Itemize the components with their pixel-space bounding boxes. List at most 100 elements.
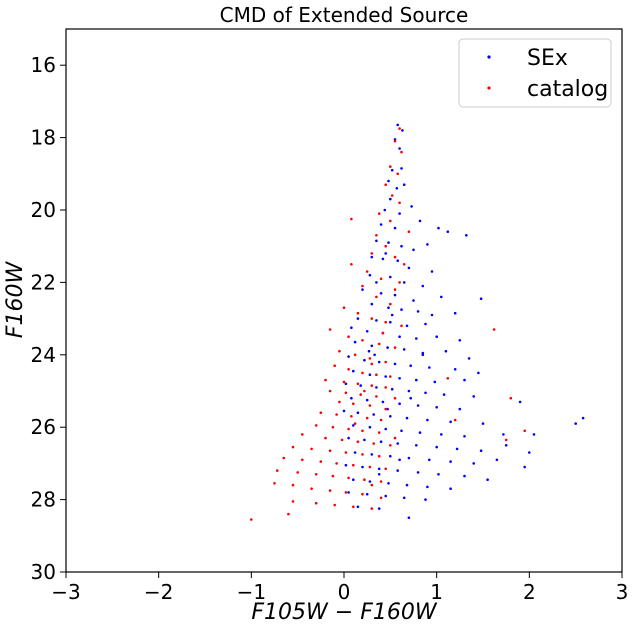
point-sex-137: [416, 471, 420, 474]
point-sex-106: [418, 431, 422, 434]
point-catalog-117: [353, 422, 357, 425]
point-catalog-115: [370, 362, 374, 366]
point-sex-39: [370, 302, 374, 306]
point-sex-55: [435, 335, 439, 339]
point-sex-138: [437, 473, 440, 476]
point-sex-102: [352, 424, 355, 427]
point-catalog-5: [384, 183, 388, 186]
points-layer: [250, 123, 585, 521]
point-sex-14: [393, 226, 397, 230]
point-sex-164: [421, 353, 425, 357]
point-sex-143: [387, 482, 390, 485]
point-catalog-113: [393, 288, 397, 291]
point-catalog-65: [314, 424, 318, 427]
point-catalog-17: [365, 270, 369, 273]
point-sex-80: [359, 384, 363, 387]
point-sex-122: [504, 444, 508, 447]
y-tick-label: 26: [31, 415, 56, 439]
point-sex-17: [446, 230, 450, 233]
point-catalog-114: [381, 331, 385, 335]
point-sex-160: [398, 458, 401, 462]
point-sex-116: [379, 440, 383, 444]
point-sex-157: [390, 313, 394, 317]
point-sex-101: [481, 422, 485, 425]
y-tick-label: 16: [31, 53, 56, 77]
point-catalog-4: [396, 172, 400, 176]
point-sex-69: [428, 366, 431, 369]
point-catalog-106: [314, 501, 318, 505]
point-catalog-72: [301, 433, 304, 436]
point-sex-53: [398, 335, 401, 339]
point-sex-103: [368, 425, 372, 429]
point-catalog-97: [379, 480, 383, 483]
point-sex-98: [405, 416, 409, 420]
x-axis: −3 −2 −1 0 1 2 3: [51, 572, 628, 604]
point-sex-37: [440, 295, 443, 299]
point-sex-43: [430, 313, 434, 317]
point-sex-114: [347, 436, 350, 440]
point-sex-75: [398, 377, 401, 380]
point-catalog-87: [335, 462, 338, 465]
point-sex-5: [400, 167, 403, 170]
point-sex-124: [353, 451, 357, 454]
point-catalog-85: [301, 458, 304, 462]
point-catalog-43: [324, 378, 327, 382]
point-sex-25: [381, 257, 385, 261]
point-catalog-49: [344, 391, 348, 395]
point-sex-83: [407, 389, 411, 393]
point-sex-47: [389, 320, 392, 324]
point-sex-54: [415, 337, 418, 340]
point-catalog-24: [356, 311, 360, 315]
point-sex-12: [410, 205, 413, 208]
point-sex-40: [387, 306, 390, 310]
point-catalog-50: [359, 393, 363, 396]
point-catalog-18: [379, 277, 383, 281]
point-catalog-75: [356, 440, 360, 444]
point-sex-46: [375, 319, 378, 322]
point-catalog-36: [368, 357, 372, 360]
point-catalog-92: [296, 471, 300, 474]
point-sex-86: [472, 395, 476, 398]
point-sex-110: [532, 433, 536, 436]
point-sex-34: [379, 292, 383, 295]
point-sex-153: [377, 507, 381, 510]
point-catalog-13: [384, 244, 388, 248]
point-sex-27: [407, 266, 411, 270]
point-sex-78: [463, 378, 466, 382]
point-catalog-83: [377, 454, 381, 458]
point-sex-36: [412, 299, 415, 302]
point-sex-48: [405, 324, 409, 328]
point-catalog-62: [350, 415, 353, 418]
point-catalog-23: [342, 306, 346, 310]
point-catalog-3: [389, 165, 392, 168]
point-sex-135: [377, 467, 381, 471]
point-sex-60: [402, 348, 406, 351]
point-sex-4: [390, 168, 394, 172]
point-sex-144: [405, 483, 409, 487]
y-tick-label: 30: [31, 560, 56, 584]
point-catalog-57: [368, 404, 372, 407]
point-catalog-52: [393, 396, 397, 400]
point-catalog-38: [333, 364, 337, 368]
point-sex-70: [453, 368, 457, 371]
point-sex-22: [412, 248, 415, 252]
point-sex-113: [518, 400, 522, 404]
y-tick-label: 22: [31, 270, 56, 294]
point-catalog-6: [390, 194, 394, 197]
point-sex-115: [363, 438, 366, 442]
point-sex-82: [390, 387, 394, 391]
point-catalog-30: [347, 335, 350, 339]
point-catalog-26: [384, 320, 388, 324]
point-sex-100: [449, 420, 452, 424]
point-sex-136: [396, 469, 400, 472]
point-sex-56: [458, 339, 462, 342]
point-catalog-96: [363, 478, 366, 482]
point-catalog-53: [509, 396, 513, 400]
y-tick-label: 20: [31, 198, 56, 222]
point-sex-104: [384, 427, 388, 431]
point-catalog-32: [377, 342, 381, 346]
point-catalog-55: [338, 400, 341, 404]
point-sex-148: [365, 492, 369, 496]
point-sex-44: [453, 311, 457, 315]
